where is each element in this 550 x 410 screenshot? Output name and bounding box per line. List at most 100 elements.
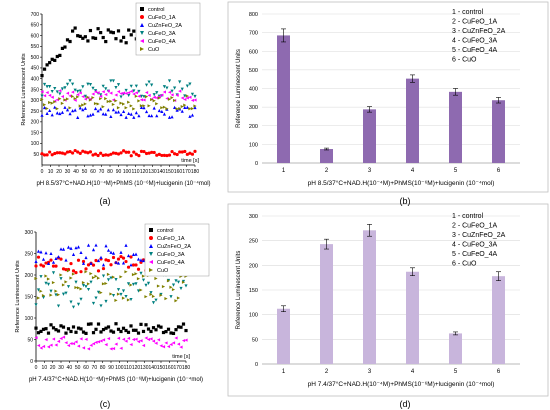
- series-point: [134, 111, 138, 115]
- x-tick-label: 170: [173, 365, 182, 371]
- x-tick-label: 0: [41, 169, 44, 175]
- series-point: [104, 299, 108, 304]
- series-point: [89, 343, 93, 347]
- legend-entry: CuFeO_3A: [157, 252, 185, 258]
- series-point: [134, 337, 138, 341]
- series-point: [111, 251, 116, 255]
- x-tick-label: 120: [132, 365, 141, 371]
- bar: [363, 109, 376, 163]
- series-point: [154, 341, 158, 345]
- series-point: [96, 340, 101, 344]
- series-point: [116, 261, 121, 265]
- series-point: [104, 153, 108, 157]
- series-point: [139, 94, 144, 98]
- series-point: [34, 303, 38, 307]
- series-point: [91, 248, 96, 252]
- series-point: [141, 278, 146, 282]
- series-point: [134, 152, 138, 156]
- series-point: [83, 150, 87, 154]
- series-point: [46, 345, 51, 349]
- series-point: [46, 282, 51, 286]
- y-tick-label: 100: [249, 142, 258, 148]
- series-point: [139, 339, 143, 343]
- x-tick-label: 2: [325, 168, 329, 174]
- series-point: [188, 114, 192, 118]
- series-point: [59, 324, 63, 328]
- series-point: [89, 280, 93, 284]
- y-tick-label: 450: [31, 66, 40, 72]
- series-point: [101, 153, 105, 157]
- series-point: [190, 152, 195, 156]
- series-point: [71, 325, 76, 329]
- series-point: [134, 272, 138, 276]
- series-point: [181, 279, 186, 284]
- x-tick-label: 100: [115, 365, 124, 371]
- series-point: [137, 99, 141, 103]
- series-point: [146, 327, 151, 331]
- series-point: [40, 113, 44, 117]
- series-point: [79, 327, 83, 331]
- series-point: [119, 91, 123, 96]
- series-point: [93, 90, 98, 94]
- series-point: [104, 92, 108, 97]
- series-point: [50, 101, 54, 105]
- series-point: [71, 305, 76, 309]
- series-point: [99, 339, 103, 343]
- series-point: [45, 63, 49, 67]
- y-axis-label: Reference Luminescent Units: [15, 260, 21, 332]
- legend-entry: CuFeO_3A: [148, 31, 176, 37]
- series-point: [116, 336, 121, 340]
- y-tick-label: 500: [31, 55, 40, 61]
- y-tick-label: 650: [31, 23, 40, 29]
- series-point: [127, 150, 131, 154]
- legend-entry: 2 - CuFeO_1A: [452, 19, 497, 26]
- series-point: [81, 259, 86, 264]
- series-point: [60, 101, 64, 105]
- series-point: [160, 106, 164, 110]
- series-point: [129, 263, 133, 267]
- series-point: [134, 91, 138, 95]
- series-point: [81, 36, 85, 40]
- series-point: [44, 274, 48, 278]
- series-point: [106, 325, 111, 329]
- series-point: [94, 340, 98, 345]
- series-point: [49, 323, 53, 327]
- series-point: [170, 96, 174, 100]
- series-point: [155, 114, 159, 118]
- series-point: [69, 300, 73, 304]
- series-point: [139, 288, 143, 292]
- bar: [277, 308, 290, 364]
- series-point: [167, 153, 172, 157]
- series-point: [111, 255, 116, 260]
- series-point: [131, 263, 136, 267]
- series-point: [93, 152, 98, 156]
- series-point: [78, 91, 82, 95]
- y-tick-label: 250: [25, 251, 34, 257]
- series-point: [74, 340, 78, 344]
- series-point: [151, 326, 156, 330]
- series-point: [183, 103, 187, 107]
- series-point: [66, 269, 71, 273]
- series-point: [124, 243, 128, 247]
- series-point: [167, 97, 172, 101]
- series-point: [60, 94, 64, 99]
- series-point: [152, 95, 156, 99]
- x-tick-label: 70: [92, 365, 98, 371]
- series-point: [119, 275, 123, 279]
- series-point: [131, 282, 136, 287]
- series-point: [181, 322, 186, 326]
- series-point: [131, 328, 136, 332]
- x-tick-label: 10: [48, 169, 54, 175]
- series-point: [86, 39, 90, 43]
- series-point: [104, 39, 108, 44]
- x-tick-label: 130: [140, 365, 149, 371]
- series-point: [111, 275, 116, 279]
- series-point: [175, 107, 179, 111]
- series-point: [104, 326, 108, 330]
- series-point: [157, 152, 161, 156]
- x-tick-label: 180: [182, 365, 191, 371]
- legend-entry: 5 - CuFeO_4A: [452, 251, 497, 258]
- legend-entry: 2 - CuFeO_1A: [452, 223, 497, 230]
- series-point: [41, 344, 46, 349]
- series-point: [131, 273, 136, 277]
